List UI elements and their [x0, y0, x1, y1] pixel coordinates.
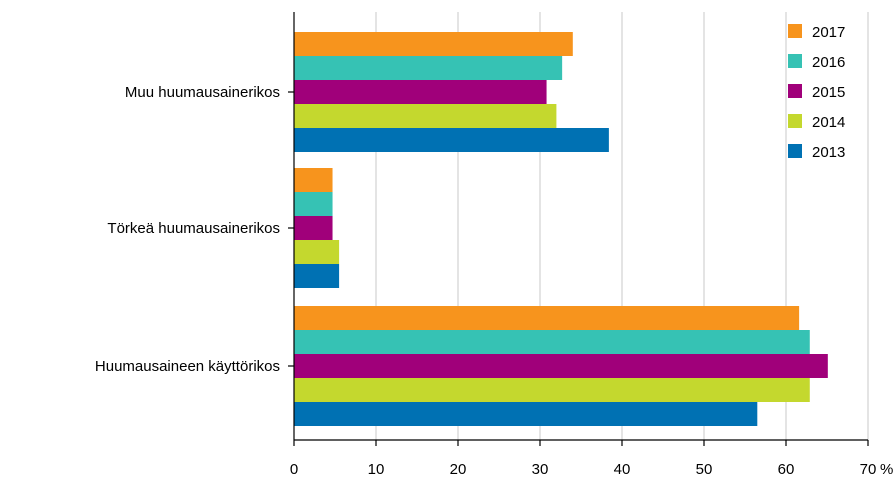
- legend-label-2017: 2017: [812, 24, 845, 41]
- bar-muu-huumausainerikos-2017: [294, 32, 573, 56]
- category-label-muu-huumausainerikos: Muu huumausainerikos: [125, 84, 280, 101]
- bars: [294, 32, 828, 426]
- bar-torkea-huumausainerikos-2016: [294, 192, 333, 216]
- x-axis-unit: %: [880, 461, 893, 478]
- bar-huumausaineen-kayttorikos-2013: [294, 402, 758, 426]
- x-tick-label-30: 30: [532, 461, 549, 478]
- axes: 0 10 20 30 40 50 60 70 % Muu huumausainerikos Törk…: [95, 12, 893, 478]
- bar-torkea-huumausainerikos-2013: [294, 264, 340, 288]
- bar-huumausaineen-kayttorikos-2014: [294, 378, 810, 402]
- bar-muu-huumausainerikos-2013: [294, 128, 609, 152]
- legend-label-2014: 2014: [812, 114, 845, 131]
- legend-label-2016: 2016: [812, 54, 845, 71]
- x-tick-label-50: 50: [696, 461, 713, 478]
- x-tick-label-20: 20: [450, 461, 467, 478]
- legend-swatch-2014: [788, 114, 802, 128]
- bar-huumausaineen-kayttorikos-2016: [294, 330, 810, 354]
- legend-swatch-2013: [788, 144, 802, 158]
- bar-torkea-huumausainerikos-2017: [294, 168, 333, 192]
- bar-muu-huumausainerikos-2016: [294, 56, 563, 80]
- legend-label-2013: 2013: [812, 144, 845, 161]
- legend-swatch-2015: [788, 84, 802, 98]
- x-tick-label-10: 10: [368, 461, 385, 478]
- category-label-torkea-huumausainerikos: Törkeä huumausainerikos: [107, 220, 280, 237]
- bar-muu-huumausainerikos-2014: [294, 104, 557, 128]
- bar-muu-huumausainerikos-2015: [294, 80, 547, 104]
- legend-swatch-2016: [788, 54, 802, 68]
- legend-swatch-2017: [788, 24, 802, 38]
- x-tick-label-70: 70: [860, 461, 877, 478]
- bar-torkea-huumausainerikos-2015: [294, 216, 333, 240]
- category-label-huumausaineen-kayttorikos: Huumausaineen käyttörikos: [95, 358, 280, 375]
- x-tick-label-60: 60: [778, 461, 795, 478]
- x-tick-label-0: 0: [290, 461, 298, 478]
- bar-torkea-huumausainerikos-2014: [294, 240, 340, 264]
- bar-huumausaineen-kayttorikos-2017: [294, 306, 800, 330]
- bar-huumausaineen-kayttorikos-2015: [294, 354, 828, 378]
- x-tick-label-40: 40: [614, 461, 631, 478]
- legend-label-2015: 2015: [812, 84, 845, 101]
- legend: 2017 2016 2015 2014 2013: [788, 24, 845, 161]
